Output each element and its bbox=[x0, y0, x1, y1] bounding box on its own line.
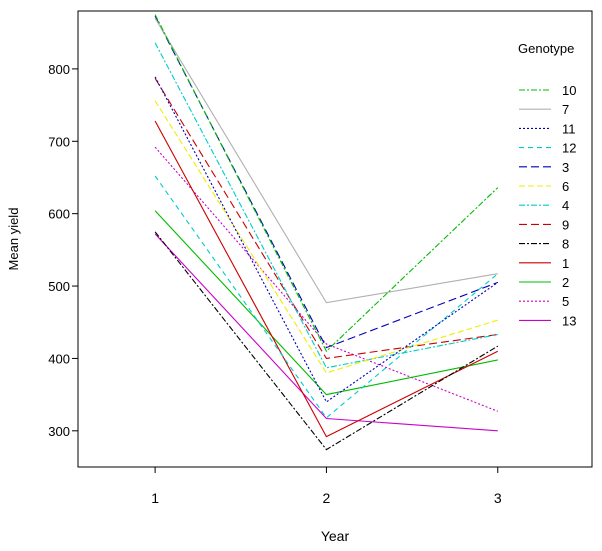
legend-label-10: 10 bbox=[562, 83, 576, 98]
series-line-10 bbox=[154, 14, 499, 353]
legend-label-6: 6 bbox=[562, 179, 569, 194]
y-tick-label-800: 800 bbox=[48, 62, 70, 77]
y-tick-label-400: 400 bbox=[48, 351, 70, 366]
series-line-1 bbox=[154, 120, 499, 438]
legend-label-9: 9 bbox=[562, 217, 569, 232]
y-tick-label-500: 500 bbox=[48, 279, 70, 294]
series-layer bbox=[154, 14, 499, 451]
x-tick-label-2: 2 bbox=[323, 490, 331, 506]
x-axis-label: Year bbox=[321, 528, 350, 544]
x-tick-label-1: 1 bbox=[151, 490, 159, 506]
legend-label-2: 2 bbox=[562, 275, 569, 290]
legend-label-1: 1 bbox=[562, 256, 569, 271]
legend-label-7: 7 bbox=[562, 102, 569, 117]
series-line-2 bbox=[154, 210, 498, 396]
legend-label-8: 8 bbox=[562, 237, 569, 252]
y-tick-label-700: 700 bbox=[48, 134, 70, 149]
y-axis: 300 400 500 600 700 800 bbox=[48, 62, 78, 439]
legend-label-12: 12 bbox=[562, 141, 576, 156]
plot-frame bbox=[77, 10, 593, 468]
legend-label-3: 3 bbox=[562, 160, 569, 175]
series-line-5 bbox=[154, 146, 499, 412]
series-line-9 bbox=[154, 78, 498, 359]
legend-label-11: 11 bbox=[562, 121, 576, 136]
y-tick-label-600: 600 bbox=[48, 207, 70, 222]
series-line-12 bbox=[154, 175, 499, 419]
x-tick-label-3: 3 bbox=[494, 490, 502, 506]
series-line-6 bbox=[154, 100, 498, 374]
series-line-13 bbox=[154, 233, 498, 432]
legend-label-4: 4 bbox=[562, 198, 569, 213]
series-line-4 bbox=[154, 42, 498, 369]
legend-label-13: 13 bbox=[562, 313, 576, 328]
series-line-7 bbox=[154, 17, 498, 304]
x-axis: 1 2 3 bbox=[151, 467, 502, 506]
series-line-11 bbox=[154, 76, 499, 403]
legend-label-5: 5 bbox=[562, 294, 569, 309]
series-line-8 bbox=[154, 231, 499, 451]
legend-title: Genotype bbox=[518, 41, 574, 56]
y-tick-label-300: 300 bbox=[48, 424, 70, 439]
y-axis-label: Mean yield bbox=[6, 208, 21, 271]
